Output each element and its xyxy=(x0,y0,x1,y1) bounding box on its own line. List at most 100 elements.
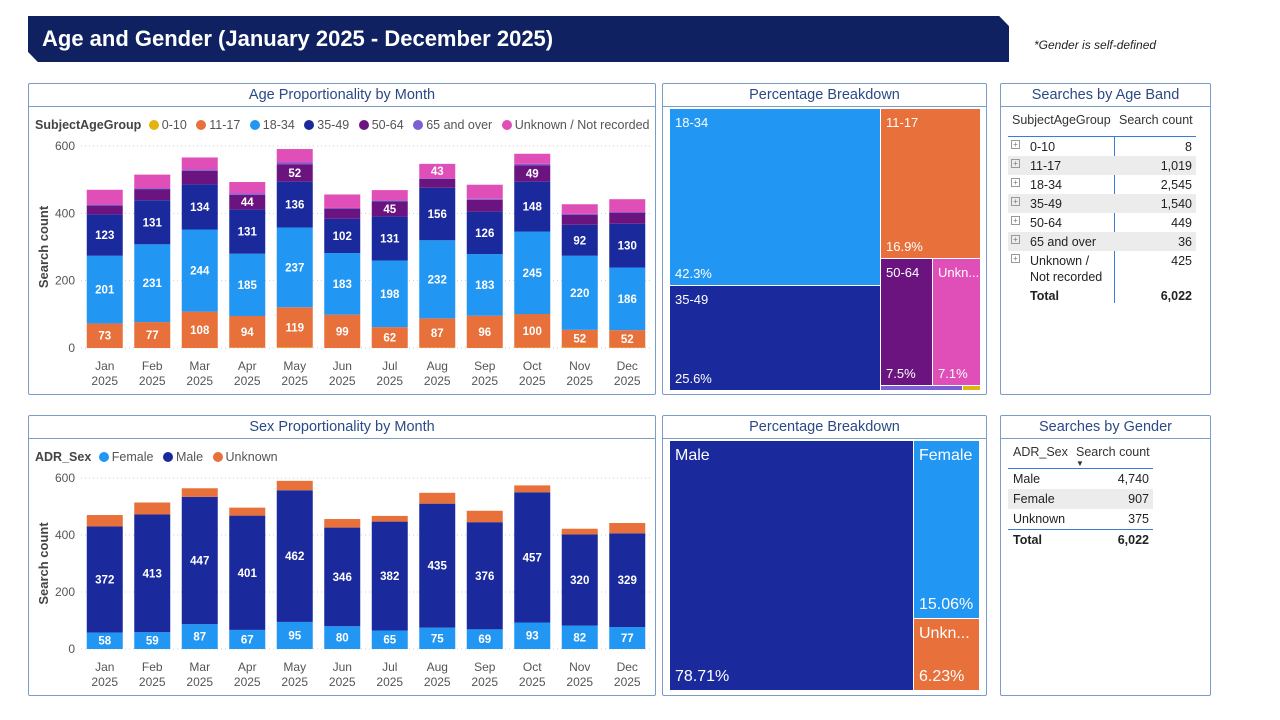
bar-segment[interactable] xyxy=(419,187,456,241)
table-row[interactable]: +35-49 1,540 xyxy=(1008,194,1196,213)
bar-segment[interactable] xyxy=(229,193,266,195)
bar-segment[interactable] xyxy=(324,207,361,209)
col-header-age-group[interactable]: SubjectAgeGroup xyxy=(1012,113,1111,127)
bar-segment[interactable] xyxy=(561,214,598,225)
bar-segment[interactable] xyxy=(134,200,171,245)
bar-segment[interactable] xyxy=(419,318,456,348)
bar-segment[interactable] xyxy=(276,162,313,165)
bar-segment[interactable] xyxy=(514,485,551,493)
bar-segment[interactable] xyxy=(371,521,408,631)
bar-segment[interactable] xyxy=(419,492,456,504)
bar-segment[interactable] xyxy=(324,208,361,219)
bar-segment[interactable] xyxy=(276,621,313,649)
bar-segment[interactable] xyxy=(86,255,123,324)
bar-segment[interactable] xyxy=(276,227,313,308)
table-row[interactable]: Unknown 375 xyxy=(1008,509,1153,529)
bar-segment[interactable] xyxy=(561,625,598,649)
table-row[interactable]: +50-64 449 xyxy=(1008,213,1196,232)
legend-item-50-64[interactable]: 50-64 xyxy=(358,118,404,132)
table-row[interactable]: +0-10 8 xyxy=(1008,137,1196,156)
col-header-search-count[interactable]: Search count xyxy=(1119,113,1193,127)
bar-segment[interactable] xyxy=(609,533,646,628)
treemap-cell-female[interactable]: Female 15.06% xyxy=(914,441,979,618)
bar-segment[interactable] xyxy=(609,223,646,268)
bar-segment[interactable] xyxy=(419,240,456,319)
bar-segment[interactable] xyxy=(134,322,171,348)
treemap-cell-0-10[interactable] xyxy=(963,386,980,390)
bar-segment[interactable] xyxy=(229,316,266,348)
bar-segment[interactable] xyxy=(134,174,171,189)
bar-segment[interactable] xyxy=(181,184,218,230)
bar-segment[interactable] xyxy=(324,527,361,627)
bar-segment[interactable] xyxy=(371,201,408,217)
legend-item-0-10[interactable]: 0-10 xyxy=(148,118,187,132)
bar-segment[interactable] xyxy=(514,165,551,182)
bar-segment[interactable] xyxy=(609,199,646,212)
bar-segment[interactable] xyxy=(514,622,551,649)
treemap-cell-unknown[interactable]: Unkn... 6.23% xyxy=(914,619,979,690)
expand-icon[interactable]: + xyxy=(1011,178,1020,187)
bar-segment[interactable] xyxy=(466,211,503,255)
bar-segment[interactable] xyxy=(181,311,218,348)
bar-segment[interactable] xyxy=(134,502,171,515)
bar-segment[interactable] xyxy=(181,170,218,185)
table-row[interactable]: +18-34 2,545 xyxy=(1008,175,1196,194)
bar-segment[interactable] xyxy=(181,496,218,625)
bar-segment[interactable] xyxy=(181,229,218,312)
bar-segment[interactable] xyxy=(229,629,266,649)
treemap-cell-unknown[interactable]: Unkn... 7.1% xyxy=(933,259,980,385)
bar-segment[interactable] xyxy=(609,211,646,213)
bar-segment[interactable] xyxy=(181,169,218,171)
bar-segment[interactable] xyxy=(276,164,313,182)
bar-segment[interactable] xyxy=(419,178,456,188)
treemap-cell-50-64[interactable]: 50-64 7.5% xyxy=(881,259,932,385)
bar-segment[interactable] xyxy=(419,627,456,649)
bar-segment[interactable] xyxy=(561,329,598,348)
bar-segment[interactable] xyxy=(324,314,361,348)
bar-segment[interactable] xyxy=(419,503,456,628)
bar-segment[interactable] xyxy=(324,194,361,208)
bar-segment[interactable] xyxy=(514,231,551,314)
bar-segment[interactable] xyxy=(86,205,123,215)
bar-segment[interactable] xyxy=(181,624,218,649)
bar-segment[interactable] xyxy=(609,267,646,331)
bar-segment[interactable] xyxy=(86,515,123,527)
expand-icon[interactable]: + xyxy=(1011,197,1020,206)
bar-segment[interactable] xyxy=(609,330,646,348)
bar-segment[interactable] xyxy=(276,149,313,163)
bar-segment[interactable] xyxy=(514,163,551,166)
bar-segment[interactable] xyxy=(371,200,408,202)
bar-segment[interactable] xyxy=(371,630,408,649)
bar-segment[interactable] xyxy=(466,522,503,630)
bar-segment[interactable] xyxy=(134,189,171,201)
legend-item-unknown[interactable]: Unknown xyxy=(212,450,278,464)
bar-segment[interactable] xyxy=(229,194,266,210)
bar-segment[interactable] xyxy=(609,212,646,224)
bar-segment[interactable] xyxy=(86,526,123,633)
bar-segment[interactable] xyxy=(514,492,551,623)
bar-segment[interactable] xyxy=(86,189,123,205)
legend-item-35-49[interactable]: 35-49 xyxy=(304,118,349,132)
bar-segment[interactable] xyxy=(466,254,503,316)
treemap-cell-male[interactable]: Male 78.71% xyxy=(670,441,913,690)
bar-segment[interactable] xyxy=(134,632,171,649)
expand-icon[interactable]: + xyxy=(1011,216,1020,225)
col-header-sex[interactable]: ADR_Sex xyxy=(1013,445,1068,459)
bar-segment[interactable] xyxy=(561,528,598,535)
bar-segment[interactable] xyxy=(609,523,646,534)
bar-segment[interactable] xyxy=(134,188,171,190)
bar-segment[interactable] xyxy=(466,199,503,212)
bar-segment[interactable] xyxy=(229,515,266,630)
bar-segment[interactable] xyxy=(86,323,123,348)
bar-segment[interactable] xyxy=(229,209,266,254)
bar-segment[interactable] xyxy=(229,507,266,516)
expand-icon[interactable]: + xyxy=(1011,254,1020,263)
bar-segment[interactable] xyxy=(229,182,266,194)
expand-icon[interactable]: + xyxy=(1011,159,1020,168)
table-row[interactable]: +65 and over 36 xyxy=(1008,232,1196,251)
bar-segment[interactable] xyxy=(371,327,408,348)
treemap-cell-35-49[interactable]: 35-49 25.6% xyxy=(670,286,880,390)
bar-segment[interactable] xyxy=(561,204,598,214)
bar-segment[interactable] xyxy=(419,163,456,179)
bar-segment[interactable] xyxy=(514,153,551,164)
